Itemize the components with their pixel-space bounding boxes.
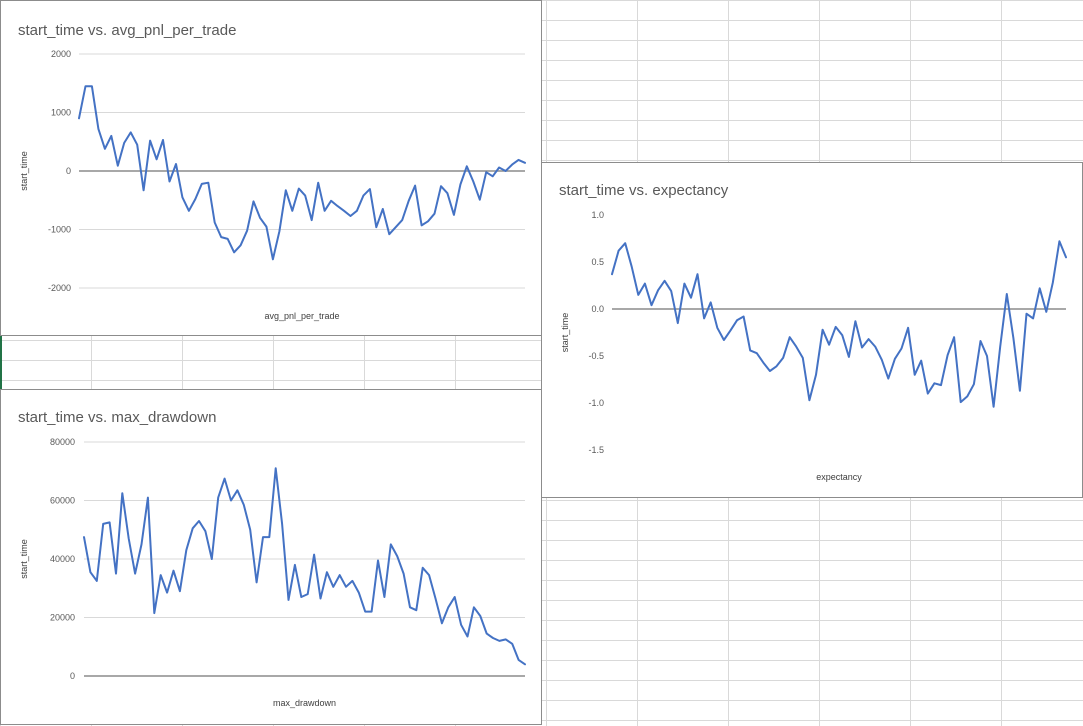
y-tick-label: 80000 — [50, 437, 75, 447]
chart-svg: start_time vs. expectancy 1.0 0.5 0.0 -0.5 -… — [559, 182, 1067, 482]
y-axis-title: start_time — [560, 313, 570, 353]
y-tick-label: 1000 — [51, 108, 71, 118]
x-axis-title: avg_pnl_per_trade — [264, 311, 339, 321]
chart-svg: start_time vs. avg_pnl_per_trade 2000 100… — [18, 22, 526, 321]
y-tick-label: 20000 — [50, 613, 75, 623]
y-tick-label: 0.0 — [591, 304, 604, 314]
y-tick-label: 0 — [66, 166, 71, 176]
y-axis-title: start_time — [19, 151, 29, 191]
series-line — [78, 85, 526, 261]
y-tick-label: -2000 — [48, 283, 71, 293]
y-tick-label: 60000 — [50, 496, 75, 506]
y-tick-label: 2000 — [51, 49, 71, 59]
y-tick-label: 0 — [70, 671, 75, 681]
x-axis-title: expectancy — [816, 472, 862, 482]
y-tick-label: -1.5 — [588, 445, 604, 455]
chart-title: start_time vs. max_drawdown — [18, 409, 216, 426]
y-tick-label: -1.0 — [588, 398, 604, 408]
y-tick-label: 40000 — [50, 554, 75, 564]
y-tick-label: 1.0 — [591, 210, 604, 220]
series-line — [83, 467, 526, 666]
chart-svg: start_time vs. max_drawdown 80000 60000 40… — [18, 409, 526, 708]
y-tick-label: -0.5 — [588, 351, 604, 361]
chart-max-drawdown[interactable]: start_time vs. max_drawdown 80000 60000 40… — [0, 389, 542, 725]
series-line — [611, 240, 1067, 408]
chart-title: start_time vs. avg_pnl_per_trade — [18, 22, 236, 39]
selection-handle — [0, 336, 2, 390]
y-axis-title: start_time — [19, 539, 29, 579]
chart-expectancy[interactable]: start_time vs. expectancy 1.0 0.5 0.0 -0.5 -… — [541, 162, 1083, 498]
y-tick-label: 0.5 — [591, 257, 604, 267]
chart-avg-pnl-per-trade[interactable]: start_time vs. avg_pnl_per_trade 2000 100… — [0, 0, 542, 336]
y-tick-label: -1000 — [48, 225, 71, 235]
x-axis-title: max_drawdown — [273, 698, 336, 708]
chart-title: start_time vs. expectancy — [559, 182, 729, 199]
